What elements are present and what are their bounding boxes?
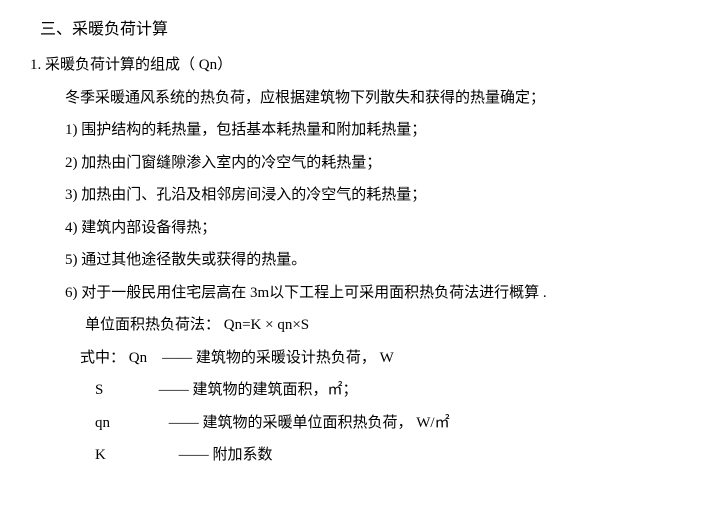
list-item-2: 2) 加热由门窗缝隙渗入室内的冷空气的耗热量； xyxy=(65,152,678,175)
legend-row-qn-lower: qn —— 建筑物的采暖单位面积热负荷， W/㎡ xyxy=(95,412,678,435)
dash-icon: —— xyxy=(162,347,192,370)
list-item-4: 4) 建筑内部设备得热； xyxy=(65,217,678,240)
legend-label: 式中： xyxy=(80,350,125,366)
symbol-s: S xyxy=(95,379,155,402)
legend-row-k: K —— 附加系数 xyxy=(95,444,678,467)
def-text-s: 建筑物的建筑面积，㎡； xyxy=(193,382,358,398)
section-title: 三、采暖负荷计算 xyxy=(40,18,678,42)
dash-icon: —— xyxy=(169,412,199,435)
symbol-qn-lower: qn xyxy=(95,412,165,435)
list-item-5: 5) 通过其他途径散失或获得的热量。 xyxy=(65,249,678,272)
symbol-k: K xyxy=(95,444,175,467)
list-item-3: 3) 加热由门、孔沿及相邻房间浸入的冷空气的耗热量； xyxy=(65,184,678,207)
formula-line: 单位面积热负荷法： Qn=K × qn×S xyxy=(85,314,678,337)
dash-icon: —— xyxy=(179,444,209,467)
legend-row-qn: 式中： Qn —— 建筑物的采暖设计热负荷， W xyxy=(80,347,678,370)
def-text-qn-lower: 建筑物的采暖单位面积热负荷， W/㎡ xyxy=(203,415,450,431)
legend-row-s: S —— 建筑物的建筑面积，㎡； xyxy=(95,379,678,402)
intro-paragraph: 冬季采暖通风系统的热负荷，应根据建筑物下列散失和获得的热量确定； xyxy=(65,87,678,110)
list-item-6: 6) 对于一般民用住宅层高在 3m以下工程上可采用面积热负荷法进行概算 . xyxy=(65,282,678,305)
def-text-qn: 建筑物的采暖设计热负荷， W xyxy=(196,350,394,366)
sub-heading: 1. 采暖负荷计算的组成（ Qn） xyxy=(30,54,678,77)
def-text-k: 附加系数 xyxy=(213,447,273,463)
list-item-1: 1) 围护结构的耗热量，包括基本耗热量和附加耗热量； xyxy=(65,119,678,142)
symbol-qn: Qn xyxy=(129,347,147,370)
dash-icon: —— xyxy=(159,379,189,402)
